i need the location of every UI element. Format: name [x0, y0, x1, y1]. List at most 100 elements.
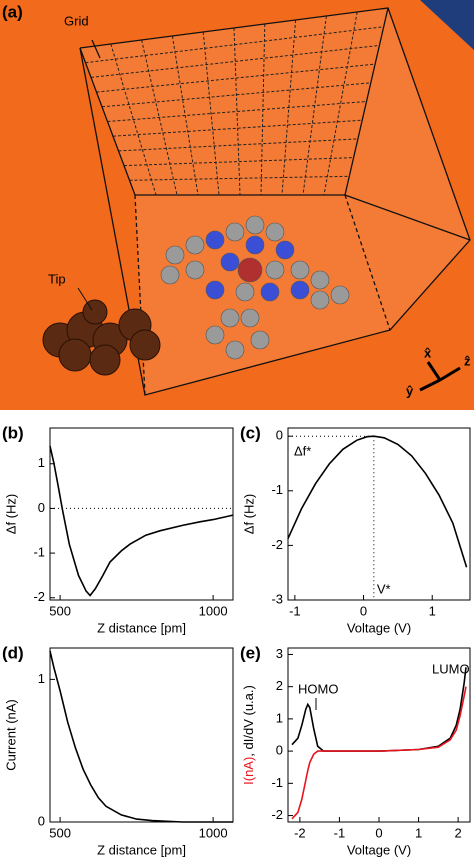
- panel-label: (e): [240, 643, 261, 662]
- axis-arrow: [439, 366, 461, 382]
- y-axis-label: Δf (Hz): [241, 494, 256, 534]
- y-tick-label: -3: [271, 591, 283, 606]
- plot-frame: [49, 427, 234, 601]
- atom: [265, 222, 285, 242]
- atom: [185, 235, 205, 255]
- y-axis-label: I(nA), dI/dV (u.a.): [241, 685, 256, 785]
- box-edge: [79, 47, 136, 196]
- tip-atom: [82, 299, 108, 325]
- atom: [240, 308, 260, 328]
- atom: [225, 222, 245, 242]
- grid-line: [260, 23, 266, 196]
- data-line: [287, 435, 468, 568]
- grid-line: [107, 101, 367, 122]
- plot-frame: [49, 647, 234, 823]
- y-axis-label: Current (nA): [3, 699, 18, 771]
- box-edge: [134, 194, 146, 396]
- axis-label: ẑ: [464, 353, 471, 368]
- x-tick-label: -1: [289, 603, 301, 618]
- atom: [290, 280, 310, 300]
- atom: [205, 325, 225, 345]
- annotation: HOMO: [298, 681, 338, 696]
- data-line: [291, 686, 467, 820]
- atom: [160, 265, 180, 285]
- atom: [205, 230, 225, 250]
- grid-line: [202, 31, 220, 196]
- grid-line: [302, 15, 327, 196]
- x-tick-label: 500: [49, 603, 71, 618]
- y-tick-label: -2: [271, 807, 283, 822]
- atom: [260, 282, 280, 302]
- atom: [225, 340, 245, 360]
- axis-arrow: [419, 378, 441, 392]
- atom: [237, 257, 263, 283]
- grid-line: [110, 43, 157, 196]
- atom: [220, 252, 240, 272]
- box-edge: [344, 7, 389, 196]
- grid-line: [281, 19, 297, 196]
- panel-label: (c): [240, 423, 261, 442]
- y-axis-label-part: , dI/dV (u.a.): [241, 685, 256, 757]
- atom: [185, 260, 205, 280]
- atom: [245, 215, 265, 235]
- atom: [235, 282, 255, 302]
- y-tick-label: 0: [276, 428, 283, 443]
- x-tick-label: 500: [49, 825, 71, 840]
- y-tick-label: 0: [38, 813, 45, 828]
- annotation: V*: [377, 581, 391, 596]
- y-axis-label-part: I(nA): [241, 757, 256, 785]
- tip-pointer: [77, 287, 93, 311]
- box-edge: [344, 194, 471, 241]
- y-tick-label: 1: [38, 671, 45, 686]
- axes-triad: [419, 361, 461, 392]
- annotation: Δf*: [294, 444, 311, 459]
- y-tick-label: -2: [33, 589, 45, 604]
- grid-line: [112, 119, 363, 137]
- y-tick-label: 3: [276, 646, 283, 661]
- atom: [310, 270, 330, 290]
- grid-pointer: [91, 39, 101, 59]
- tip-label: Tip: [48, 271, 66, 286]
- y-tick-label: 0: [276, 743, 283, 758]
- data-line: [49, 445, 234, 597]
- atom: [330, 285, 350, 305]
- y-tick-label: -2: [271, 537, 283, 552]
- x-axis-label: Voltage (V): [347, 620, 411, 635]
- panel-label: (d): [2, 643, 24, 662]
- atom: [245, 235, 265, 255]
- y-tick-label: 1: [276, 710, 283, 725]
- y-tick-label: -1: [33, 545, 45, 560]
- x-tick-label: 0: [360, 603, 367, 618]
- corner-shape: [420, 0, 474, 50]
- y-tick-label: 0: [38, 500, 45, 515]
- atom: [275, 240, 295, 260]
- grid-line: [141, 39, 178, 196]
- x-tick-label: 1: [429, 603, 436, 618]
- molecule: [160, 215, 350, 360]
- tip-atom: [129, 329, 161, 361]
- atom: [165, 245, 185, 265]
- tip-atom: [89, 344, 121, 376]
- y-tick-label: 1: [38, 455, 45, 470]
- atom: [250, 330, 270, 350]
- grid-label: Grid: [64, 13, 89, 28]
- x-tick-label: 1: [415, 825, 422, 840]
- x-tick-label: 2: [455, 825, 462, 840]
- grid: [85, 11, 384, 196]
- y-tick-label: -1: [271, 775, 283, 790]
- atom: [205, 280, 225, 300]
- data-line: [49, 650, 233, 823]
- atom: [265, 260, 285, 280]
- grid-line: [233, 27, 241, 196]
- atom: [290, 260, 310, 280]
- annotation: LUMO: [432, 661, 470, 676]
- x-axis-label: Z distance [pm]: [97, 842, 186, 857]
- x-tick-label: -2: [294, 825, 306, 840]
- data-line: [291, 667, 467, 752]
- tip-atom: [58, 338, 92, 372]
- axis-arrow: [426, 361, 442, 381]
- x-axis-label: Voltage (V): [347, 842, 411, 857]
- atom: [220, 308, 240, 328]
